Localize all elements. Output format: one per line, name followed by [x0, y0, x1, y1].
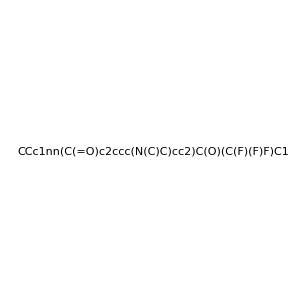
Text: CCc1nn(C(=O)c2ccc(N(C)C)cc2)C(O)(C(F)(F)F)C1: CCc1nn(C(=O)c2ccc(N(C)C)cc2)C(O)(C(F)(F)…: [18, 146, 290, 157]
